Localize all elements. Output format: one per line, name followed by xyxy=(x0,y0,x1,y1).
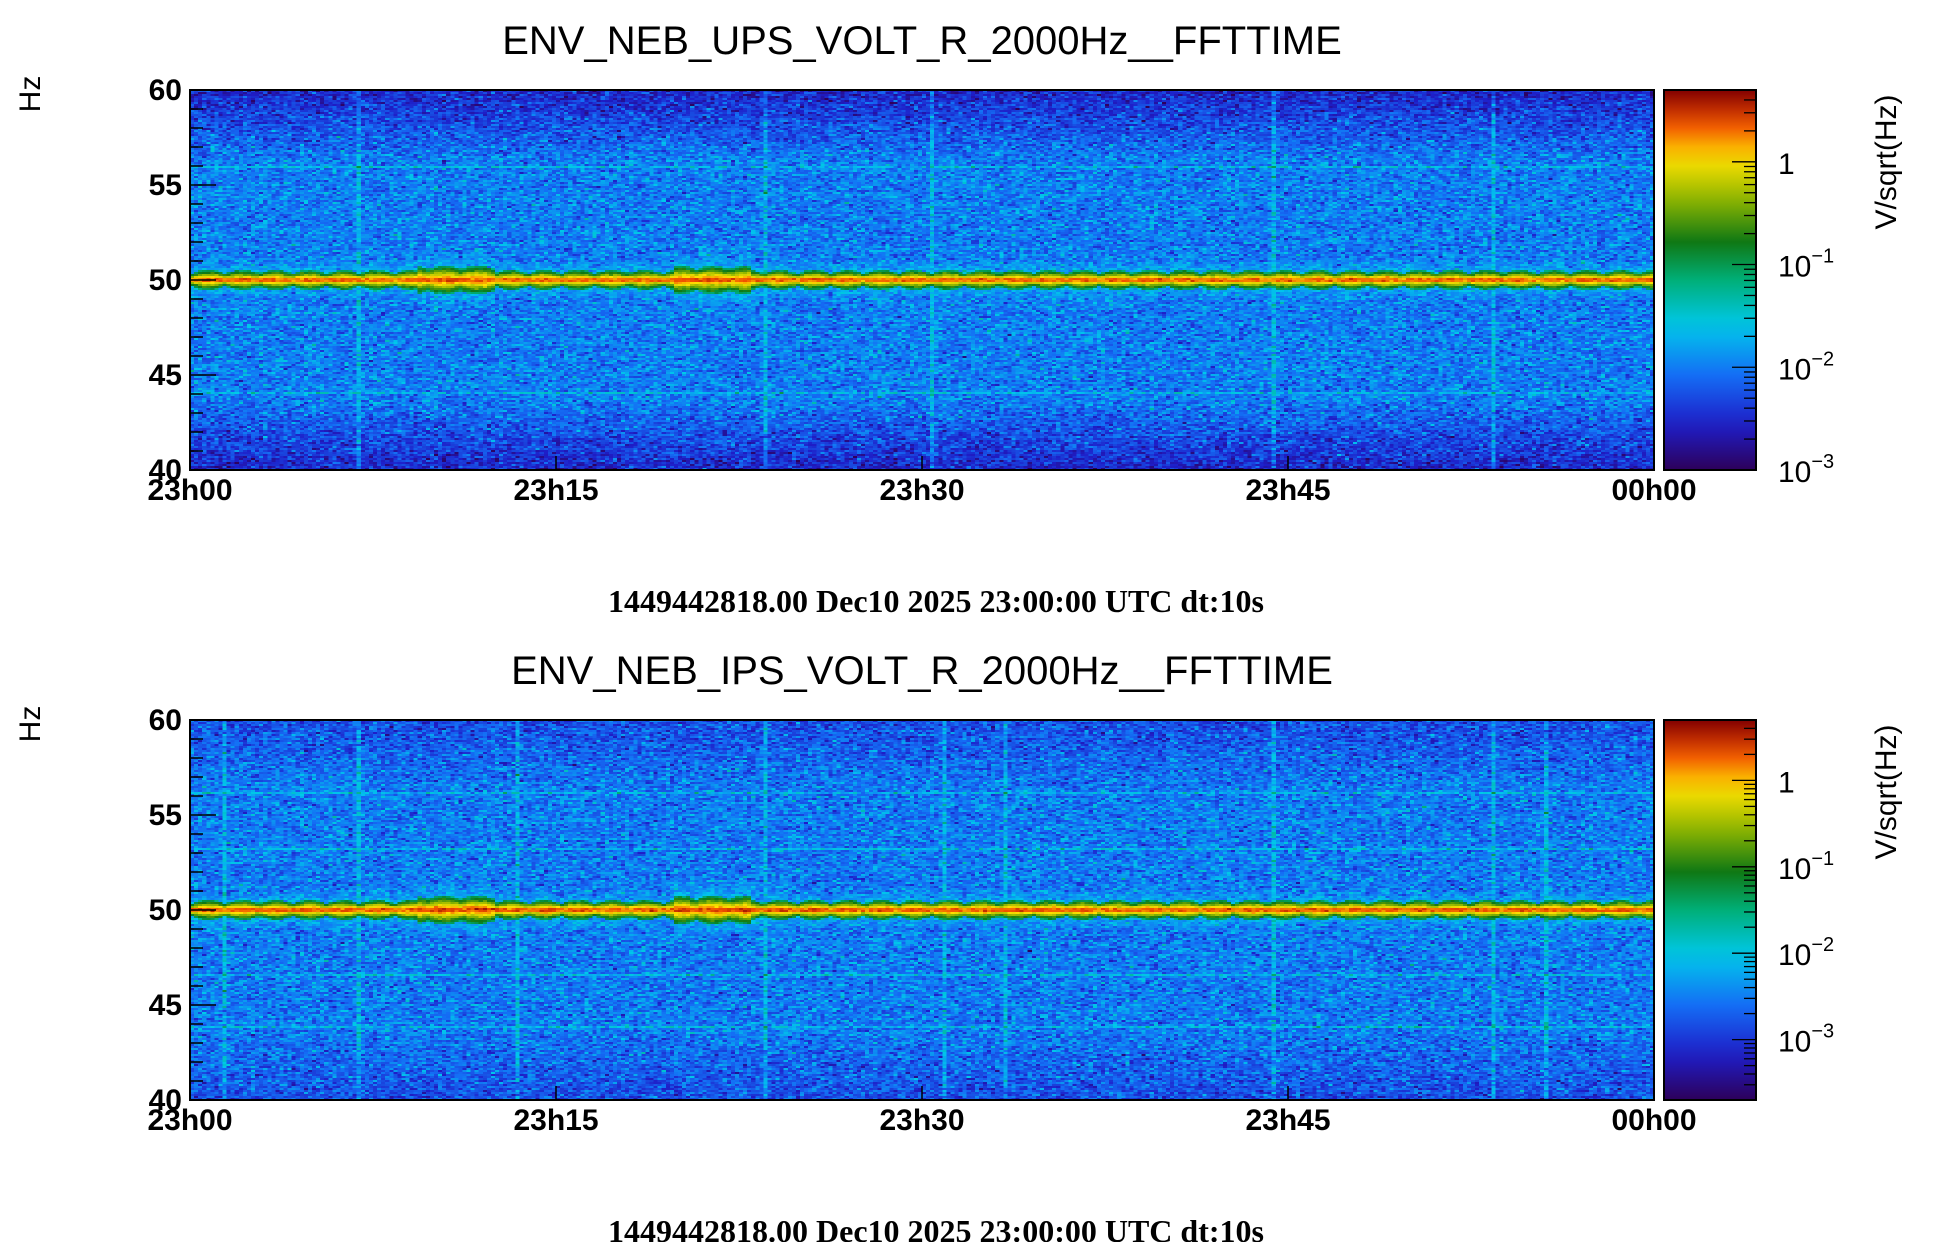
x-tick-label: 23h15 xyxy=(513,1104,598,1137)
colorbar-tick-label: 10−2 xyxy=(1778,934,1834,972)
panel-title: ENV_NEB_IPS_VOLT_R_2000Hz__FFTTIME xyxy=(511,649,1333,693)
colorbar-label: V/sqrt(Hz) xyxy=(1870,95,1903,230)
y-axis-label: Hz xyxy=(14,706,47,743)
colorbar xyxy=(1663,719,1757,1101)
colorbar xyxy=(1663,89,1757,471)
colorbar-tick-label: 10−1 xyxy=(1778,848,1834,886)
y-tick-label: 45 xyxy=(149,989,182,1022)
x-tick-label: 00h00 xyxy=(1611,474,1696,507)
y-tick-label: 40 xyxy=(149,454,182,487)
heatmap-image xyxy=(190,90,1654,470)
y-tick-label: 60 xyxy=(149,704,182,737)
colorbar-tick-label: 10−1 xyxy=(1778,246,1834,284)
colorbar-tick-label: 10−3 xyxy=(1778,451,1834,489)
y-tick-label: 55 xyxy=(149,799,182,832)
x-tick-label: 00h00 xyxy=(1611,1104,1696,1137)
heatmap-canvas xyxy=(190,90,1654,470)
x-tick-label: 23h00 xyxy=(147,474,232,507)
x-tick-label: 23h15 xyxy=(513,474,598,507)
colorbar-tick-label: 10−2 xyxy=(1778,348,1834,386)
y-tick-label: 50 xyxy=(149,264,182,297)
panel-footer: 1449442818.00 Dec10 2025 23:00:00 UTC dt… xyxy=(608,583,1264,619)
y-tick-label: 45 xyxy=(149,359,182,392)
x-tick-label: 23h45 xyxy=(1245,1104,1330,1137)
x-tick-label: 23h45 xyxy=(1245,474,1330,507)
y-tick-label: 50 xyxy=(149,894,182,927)
heatmap-canvas xyxy=(190,720,1654,1100)
colorbar-tick-label: 10−3 xyxy=(1778,1021,1834,1059)
y-axis-label: Hz xyxy=(14,76,47,113)
spectrogram-panel-1: ENV_NEB_UPS_VOLT_R_2000Hz__FFTTIME 40 45 50… xyxy=(14,19,1903,619)
panel-title: ENV_NEB_UPS_VOLT_R_2000Hz__FFTTIME xyxy=(502,19,1342,63)
colorbar-label: V/sqrt(Hz) xyxy=(1870,725,1903,860)
y-tick-label: 40 xyxy=(149,1084,182,1117)
colorbar-tick-label: 1 xyxy=(1778,148,1795,181)
y-tick-label: 60 xyxy=(149,74,182,107)
x-tick-label: 23h00 xyxy=(147,1104,232,1137)
x-tick-label: 23h30 xyxy=(879,474,964,507)
panel-footer: 1449442818.00 Dec10 2025 23:00:00 UTC dt… xyxy=(608,1213,1264,1242)
heatmap-image xyxy=(190,720,1654,1100)
x-tick-label: 23h30 xyxy=(879,1104,964,1137)
spectrogram-panel-2: ENV_NEB_IPS_VOLT_R_2000Hz__FFTTIME 40 45 50… xyxy=(14,649,1903,1247)
y-tick-label: 55 xyxy=(149,169,182,202)
colorbar-tick-label: 1 xyxy=(1778,766,1795,799)
